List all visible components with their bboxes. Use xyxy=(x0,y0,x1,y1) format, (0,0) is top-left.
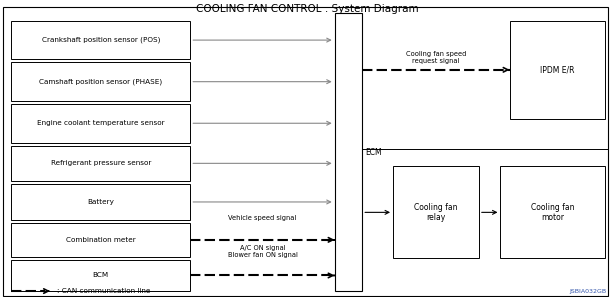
Bar xyxy=(11,184,190,220)
Bar xyxy=(11,62,190,101)
Bar xyxy=(510,21,605,119)
Text: Refrigerant pressure sensor: Refrigerant pressure sensor xyxy=(50,160,151,166)
Bar xyxy=(11,146,190,181)
Text: Engine coolant temperature sensor: Engine coolant temperature sensor xyxy=(37,120,165,126)
Bar xyxy=(11,223,190,257)
Bar xyxy=(335,13,362,291)
Text: IPDM E/R: IPDM E/R xyxy=(540,65,575,74)
Bar xyxy=(11,21,190,59)
Text: BCM: BCM xyxy=(93,272,109,279)
Text: JSBIA032GB: JSBIA032GB xyxy=(570,289,607,294)
Text: Cooling fan
motor: Cooling fan motor xyxy=(531,203,574,222)
Text: Battery: Battery xyxy=(87,199,114,205)
Bar xyxy=(500,166,605,258)
Text: Camshaft position sensor (PHASE): Camshaft position sensor (PHASE) xyxy=(39,78,162,85)
Text: Crankshaft position sensor (POS): Crankshaft position sensor (POS) xyxy=(42,37,160,43)
Text: COOLING FAN CONTROL : System Diagram: COOLING FAN CONTROL : System Diagram xyxy=(196,4,418,14)
Text: ECM: ECM xyxy=(365,148,382,157)
Text: Cooling fan
relay: Cooling fan relay xyxy=(414,203,457,222)
Text: Combination meter: Combination meter xyxy=(66,237,136,243)
Text: : CAN communication line: : CAN communication line xyxy=(57,288,150,294)
Text: Cooling fan speed
request signal: Cooling fan speed request signal xyxy=(406,51,466,64)
Text: Vehicle speed signal: Vehicle speed signal xyxy=(228,215,297,221)
Bar xyxy=(11,104,190,143)
Bar xyxy=(11,260,190,291)
Bar xyxy=(393,166,479,258)
Text: A/C ON signal
Blower fan ON signal: A/C ON signal Blower fan ON signal xyxy=(228,245,297,258)
